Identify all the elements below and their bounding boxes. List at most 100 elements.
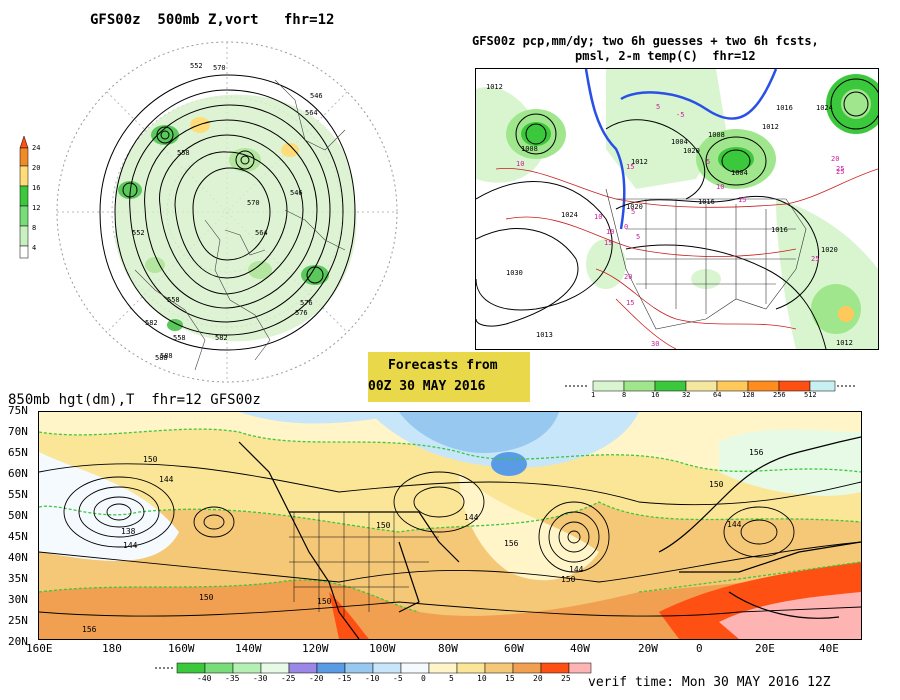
pressure-label: 1012 <box>836 339 853 347</box>
forecast-info-box: Forecasts from 00Z 30 MAY 2016 <box>368 352 530 402</box>
x-tick: 60W <box>504 642 524 655</box>
temp-label: 15 <box>738 196 746 204</box>
precip-tick: 512 <box>804 391 817 399</box>
forecast-line1: Forecasts from <box>388 358 498 373</box>
x-tick: 180 <box>102 642 122 655</box>
temp-colorbar-tick: 20 <box>533 674 543 683</box>
contour-labels-850: 150 144 138 144 150 150 144 156 144 150 … <box>82 448 764 634</box>
x-tick: 40E <box>819 642 839 655</box>
pressure-label: 1013 <box>536 331 553 339</box>
pressure-label: 1008 <box>521 145 538 153</box>
hgt-label: 150 <box>376 521 391 530</box>
contour-label: 552 <box>190 62 203 70</box>
pressure-label: 1012 <box>486 83 503 91</box>
contour-label: 558 <box>177 149 190 157</box>
temp-colorbar-swatch <box>372 662 402 674</box>
y-tick: 65N <box>8 446 28 459</box>
y-tick: 20N <box>8 635 28 648</box>
pressure-label: 1030 <box>506 269 523 277</box>
vorticity-colorbar: 24 20 16 12 8 4 <box>18 135 53 261</box>
pressure-label: 1004 <box>731 169 748 177</box>
state-borders <box>289 512 439 617</box>
pressure-label: 1004 <box>671 138 688 146</box>
y-tick: 75N <box>8 404 28 417</box>
pressure-label: 1020 <box>821 246 838 254</box>
colorbar-tick: 12 <box>32 204 41 212</box>
colorbar-tick: 8 <box>32 224 37 232</box>
precip-tick: 128 <box>742 391 755 399</box>
precip-tick: 16 <box>651 391 660 399</box>
temp-colorbar-swatch <box>568 662 592 674</box>
temp-colorbar-swatch <box>512 662 542 674</box>
temp-colorbar-swatch <box>344 662 374 674</box>
hgt-label: 138 <box>121 527 136 536</box>
precip-colorbar: 1 8 16 32 64 128 256 512 <box>565 378 855 402</box>
temp-label: 25 <box>836 168 844 176</box>
precip-tick: 256 <box>773 391 786 399</box>
temp-colorbar-swatch <box>428 662 458 674</box>
temp-label: 10 <box>516 160 524 168</box>
x-tick: 100W <box>369 642 396 655</box>
y-tick: 25N <box>8 614 28 627</box>
temp-colorbar-tick: -10 <box>365 674 380 683</box>
hgt-label: 144 <box>464 513 479 522</box>
contour-label: 552 <box>132 229 145 237</box>
hgt-label: 150 <box>561 575 576 584</box>
contour-label: 546 <box>310 92 323 100</box>
contour-label: 582 <box>145 319 158 327</box>
precip-tick: 32 <box>682 391 691 399</box>
colorbar-tick: 24 <box>32 144 41 152</box>
temp-colorbar-swatch <box>456 662 486 674</box>
temp-colorbar-swatch <box>176 662 206 674</box>
x-tick: 80W <box>438 642 458 655</box>
hgt-label: 150 <box>317 597 332 606</box>
temp-label: 0 <box>624 223 628 231</box>
temperature-labels: 10 15 5 -5 10 5 0 5 10 15 20 25 10 15 5 … <box>516 103 844 348</box>
temp-colorbar-swatch <box>260 662 290 674</box>
y-tick: 60N <box>8 467 28 480</box>
temperature-contours <box>495 167 878 349</box>
pressure-label: 1020 <box>683 147 700 155</box>
y-tick: 55N <box>8 488 28 501</box>
y-axis: 75N 70N 65N 60N 55N 50N 45N 40N 35N 30N … <box>0 404 40 648</box>
contour-label: 564 <box>305 109 318 117</box>
temp-colorbar-swatch <box>232 662 262 674</box>
temp-label: 25 <box>811 255 819 263</box>
temp-label: 10 <box>594 213 602 221</box>
y-tick: 35N <box>8 572 28 585</box>
pressure-label: 1016 <box>771 226 788 234</box>
temp-colorbar-tick: 5 <box>449 674 454 683</box>
temp-colorbar-tick: -20 <box>309 674 324 683</box>
y-tick: 70N <box>8 425 28 438</box>
hgt-label: 150 <box>143 455 158 464</box>
hgt-label: 144 <box>569 565 584 574</box>
hgt-label: 156 <box>749 448 764 457</box>
temp-label: 30 <box>651 340 659 348</box>
temp-label: 5 <box>706 158 710 166</box>
temp-label: 15 <box>604 239 612 247</box>
contour-label: 564 <box>255 229 268 237</box>
panel-850mb-title: 850mb hgt(dm),T fhr=12 GFS00z <box>8 392 261 408</box>
temp-colorbar-swatch <box>316 662 346 674</box>
temp-colorbar-swatch <box>540 662 570 674</box>
contour-label: 576 <box>295 309 308 317</box>
pcp-pmsl-map: 1012 1008 1024 1020 1030 1012 1008 1004 … <box>475 68 879 350</box>
contour-label: 576 <box>300 299 313 307</box>
contour-label: 588 <box>155 354 168 362</box>
temp-label: 15 <box>626 299 634 307</box>
colorbar-tick: 4 <box>32 244 37 252</box>
y-tick: 50N <box>8 509 28 522</box>
borders <box>605 188 807 330</box>
x-tick: 160E <box>26 642 53 655</box>
x-axis: 160E 180 160W 140W 120W 100W 80W 60W 40W… <box>20 642 880 656</box>
hgt-label: 150 <box>199 593 214 602</box>
y-tick: 40N <box>8 551 28 564</box>
temp-colorbar-tick: -25 <box>281 674 296 683</box>
contour-labels: 552 546 558 570 564 576 582 588 558 546 … <box>132 62 323 362</box>
pressure-label: 1016 <box>776 104 793 112</box>
verification-time: verif time: Mon 30 MAY 2016 12Z <box>588 675 831 690</box>
panel-pcp-title-line2: pmsl, 2-m temp(C) fhr=12 <box>575 49 756 63</box>
temp-label: 15 <box>626 163 634 171</box>
contour-label: 582 <box>215 334 228 342</box>
map-850mb: 150 144 138 144 150 150 144 156 144 150 … <box>38 411 862 640</box>
